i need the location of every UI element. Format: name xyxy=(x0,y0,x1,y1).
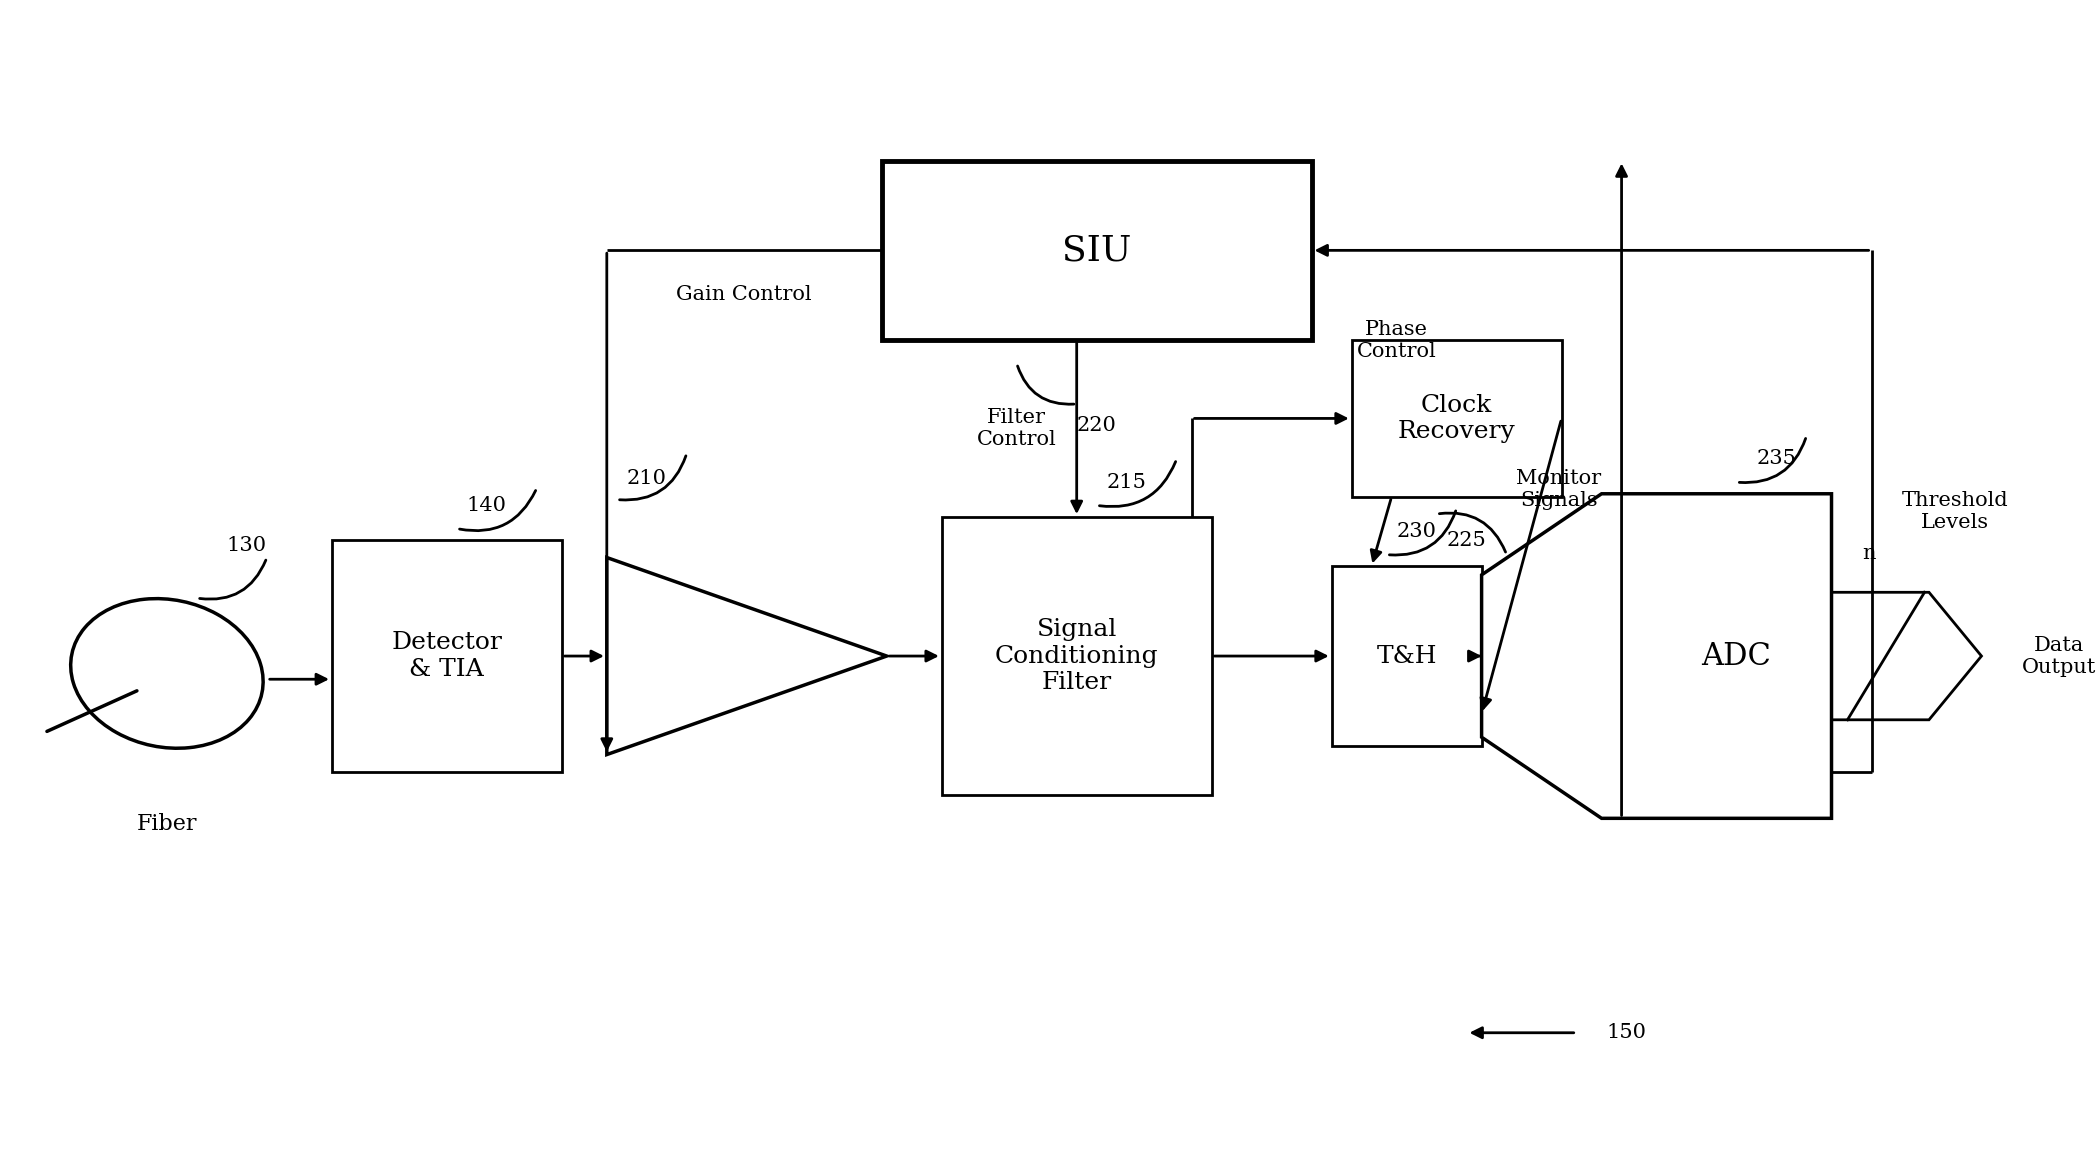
Text: Detector
& TIA: Detector & TIA xyxy=(391,631,502,680)
FancyBboxPatch shape xyxy=(1352,340,1562,496)
Text: Threshold
Levels: Threshold Levels xyxy=(1900,490,2008,531)
Text: ADC: ADC xyxy=(1701,640,1772,672)
FancyBboxPatch shape xyxy=(941,517,1212,795)
Text: 220: 220 xyxy=(1077,415,1117,434)
Text: 130: 130 xyxy=(227,536,267,556)
Text: Filter
Control: Filter Control xyxy=(976,408,1056,449)
Text: Phase
Control: Phase Control xyxy=(1357,320,1436,360)
Text: n: n xyxy=(1863,544,1875,563)
Text: Data
Output: Data Output xyxy=(2022,636,2096,677)
Polygon shape xyxy=(1483,494,1831,819)
Text: 140: 140 xyxy=(466,496,506,515)
Text: 210: 210 xyxy=(626,469,668,488)
Text: Monitor
Signals: Monitor Signals xyxy=(1516,469,1602,510)
Text: Fiber: Fiber xyxy=(136,813,197,834)
FancyBboxPatch shape xyxy=(1331,567,1483,746)
Text: 230: 230 xyxy=(1396,522,1436,541)
Text: 150: 150 xyxy=(1606,1023,1646,1043)
Text: 215: 215 xyxy=(1107,473,1147,491)
Text: SIU: SIU xyxy=(1063,233,1132,267)
FancyBboxPatch shape xyxy=(332,540,563,772)
Text: Gain Control: Gain Control xyxy=(676,285,813,304)
Text: 235: 235 xyxy=(1756,449,1796,468)
FancyBboxPatch shape xyxy=(882,161,1312,340)
Text: Signal
Conditioning
Filter: Signal Conditioning Filter xyxy=(995,618,1159,694)
Text: Clock
Recovery: Clock Recovery xyxy=(1399,394,1516,443)
Text: T&H: T&H xyxy=(1376,644,1436,667)
Text: 225: 225 xyxy=(1447,531,1487,550)
